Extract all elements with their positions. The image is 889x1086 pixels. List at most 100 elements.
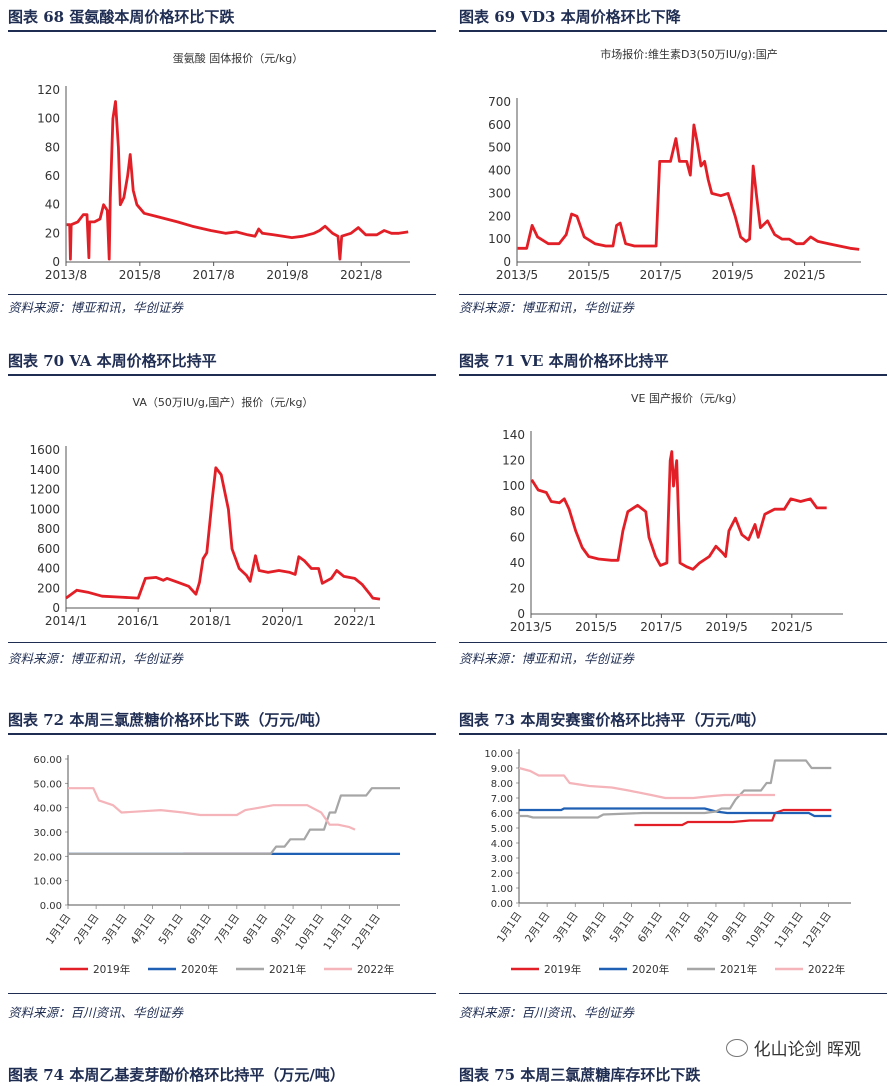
y-tick-label: 700	[488, 95, 511, 109]
y-tick-label: 120	[502, 454, 525, 468]
y-tick-label: 0.00	[40, 901, 62, 912]
y-tick-label: 1200	[29, 483, 60, 497]
x-tick-label: 2014/1	[45, 614, 87, 628]
y-tick-label: 80	[510, 505, 525, 519]
y-tick-label: 0	[52, 601, 60, 615]
y-tick-label: 400	[488, 164, 511, 178]
y-tick-label: 1.00	[491, 884, 513, 895]
y-tick-label: 100	[502, 479, 525, 493]
chart-title: 图表 71 VE 本周价格环比持平	[459, 352, 669, 370]
x-tick-label: 2月1日	[523, 910, 553, 945]
x-tick-label: 2017/5	[640, 268, 682, 282]
y-tick-label: 60.00	[33, 755, 62, 766]
x-tick-label: 2017/8	[193, 268, 235, 282]
source-rule	[459, 294, 887, 295]
y-tick-label: 600	[37, 542, 60, 556]
x-tick-label: 2017/5	[640, 620, 682, 634]
source-note: 资料来源：博亚和讯，华创证券	[459, 651, 635, 666]
line-chart: 0.00 10.00 20.00 30.00 40.00 50.00 60.00 1月1日2月…	[33, 755, 400, 976]
y-tick-label: 60	[510, 530, 525, 544]
x-tick-label: 5月1日	[607, 910, 637, 945]
y-tick-label: 4.00	[491, 839, 513, 850]
watermark-text: 化山论剑 晖观	[753, 1040, 861, 1060]
source-note: 资料来源：百川资讯、华创证券	[8, 1005, 184, 1020]
x-tick-label: 2015/8	[119, 268, 161, 282]
x-tick-label: 2019/5	[712, 268, 754, 282]
title-rule	[459, 30, 887, 32]
y-tick-label: 10.00	[33, 877, 62, 888]
source-rule	[8, 294, 436, 295]
chart-subtitle: 蛋氨酸 固体报价（元/kg）	[173, 51, 304, 65]
x-tick-label: 2022/1	[334, 614, 376, 628]
y-tick-label: 6.00	[491, 809, 513, 820]
x-tick-label: 3月1日	[100, 912, 130, 947]
y-tick-label: 40	[45, 198, 60, 212]
chart-title: 图表 70 VA 本周价格环比持平	[8, 352, 217, 370]
line-chart: 市场报价:维生素D3(50万IU/g):国产 0 100 200 300 400 500 60…	[488, 47, 861, 282]
x-tick-label: 2016/1	[117, 614, 159, 628]
x-tick-label: 6月1日	[185, 912, 215, 947]
y-tick-label: 8.00	[491, 779, 513, 790]
x-tick-label: 9月1日	[720, 910, 750, 945]
next-chart-title-left: 图表 74 本周乙基麦芽酚价格环比持平（万元/吨）	[8, 1066, 345, 1084]
legend-label: 2020年	[632, 963, 669, 976]
x-tick-label: 2013/8	[45, 268, 87, 282]
chart-title: 图表 68 蛋氨酸本周价格环比下跌	[8, 8, 235, 26]
series-line	[65, 466, 381, 601]
x-tick-label: 2020/1	[261, 614, 303, 628]
legend-label: 2019年	[544, 963, 581, 976]
y-tick-label: 0.00	[491, 899, 513, 910]
y-tick-label: 300	[488, 186, 511, 200]
line-chart: VE 国产报价（元/kg） 0 20 40 60 80 100 120 140 2013/5 201…	[502, 391, 843, 634]
y-tick-label: 3.00	[491, 854, 513, 865]
series-line	[530, 450, 827, 571]
x-tick-label: 2021/5	[783, 268, 825, 282]
chart-title: 图表 73 本周安赛蜜价格环比持平（万元/吨）	[459, 711, 766, 729]
source-rule	[459, 993, 887, 994]
y-tick-label: 1000	[29, 502, 60, 516]
line-chart: VA（50万IU/g,国产）报价（元/kg） 0 200 400 600 800 1000 1…	[29, 395, 381, 628]
source-note: 资料来源：博亚和讯，华创证券	[8, 651, 184, 666]
y-tick-label: 400	[37, 562, 60, 576]
watermark: 化山论剑 晖观	[725, 1035, 861, 1060]
y-tick-label: 1600	[29, 443, 60, 457]
series-line	[66, 100, 409, 261]
x-tick-label: 4月1日	[128, 912, 158, 947]
x-tick-label: 2019/8	[266, 268, 308, 282]
x-tick-label: 2021/8	[340, 268, 382, 282]
x-tick-label: 1月1日	[44, 912, 74, 947]
y-tick-label: 500	[488, 141, 511, 155]
y-tick-label: 100	[37, 112, 60, 126]
y-tick-label: 40.00	[33, 804, 62, 815]
source-note: 资料来源：博亚和讯，华创证券	[8, 300, 184, 315]
series-line	[518, 766, 775, 800]
legend-label: 2022年	[357, 963, 394, 976]
y-tick-label: 0	[52, 255, 60, 269]
y-tick-label: 20.00	[33, 852, 62, 863]
y-tick-label: 120	[37, 83, 60, 97]
wechat-icon	[725, 1038, 748, 1057]
x-tick-label: 2013/5	[510, 620, 552, 634]
chart-subtitle: VE 国产报价（元/kg）	[631, 391, 743, 405]
y-tick-label: 0	[517, 607, 525, 621]
y-tick-label: 800	[37, 522, 60, 536]
y-tick-label: 200	[488, 209, 511, 223]
source-note: 资料来源：博亚和讯，华创证券	[459, 300, 635, 315]
y-tick-label: 50.00	[33, 779, 62, 790]
title-rule	[8, 374, 436, 376]
series-line	[68, 787, 400, 855]
x-tick-label: 2015/5	[568, 268, 610, 282]
chart-title: 图表 72 本周三氯蔗糖价格环比下跌（万元/吨）	[8, 711, 330, 729]
y-tick-label: 5.00	[491, 824, 513, 835]
title-rule	[8, 733, 436, 735]
next-chart-title-right: 图表 75 本周三氯蔗糖库存环比下跌	[459, 1066, 701, 1084]
series-line	[634, 808, 832, 827]
y-tick-label: 1400	[29, 463, 60, 477]
x-tick-label: 12月1日	[350, 912, 383, 953]
chart-subtitle: VA（50万IU/g,国产）报价（元/kg）	[133, 395, 314, 409]
chart-subtitle: 市场报价:维生素D3(50万IU/g):国产	[600, 47, 777, 61]
legend-label: 2021年	[720, 963, 757, 976]
series-line	[519, 807, 832, 818]
title-rule	[8, 30, 436, 32]
legend-label: 2022年	[808, 963, 845, 976]
